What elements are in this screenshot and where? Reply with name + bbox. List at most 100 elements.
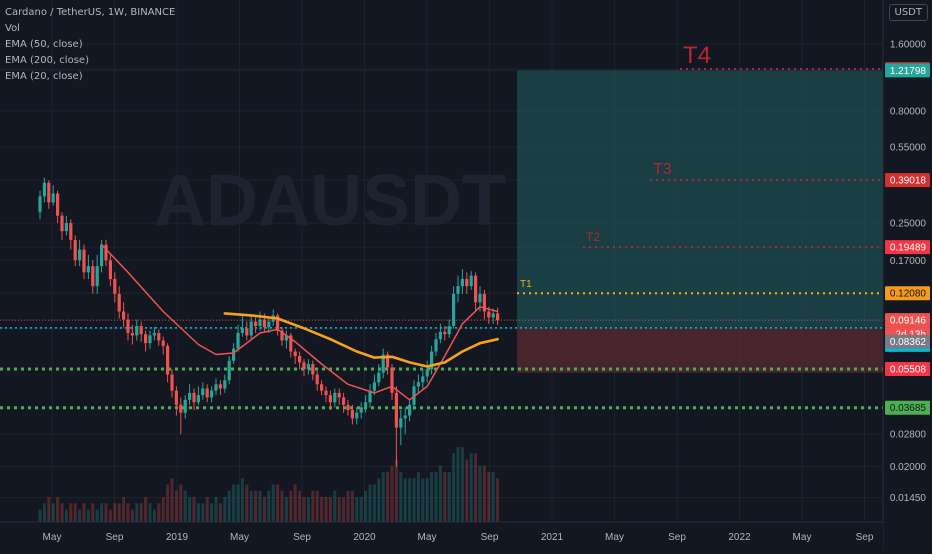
candle-body — [350, 409, 354, 419]
candle-body — [201, 388, 205, 396]
currency-button[interactable]: USDT — [888, 4, 928, 21]
candle-body — [381, 354, 385, 373]
candle-body — [91, 266, 95, 287]
volume-bar — [399, 472, 403, 522]
volume-bar — [280, 490, 284, 522]
long-position-profit-zone[interactable] — [517, 70, 883, 328]
candle-body — [311, 364, 315, 375]
volume-bar — [108, 509, 112, 522]
volume-bar — [443, 472, 447, 522]
volume-bar — [210, 503, 214, 522]
volume-bar — [311, 490, 315, 522]
volume-bar — [262, 497, 266, 522]
volume-bar — [170, 478, 174, 522]
price-label-0.03685: 0.03685 — [885, 400, 930, 415]
volume-bar — [465, 459, 469, 522]
volume-bar — [359, 497, 363, 522]
candle-body — [425, 369, 429, 377]
volume-bar — [152, 509, 156, 522]
candle-body — [64, 223, 68, 232]
volume-bar — [148, 503, 152, 522]
volume-bar — [130, 509, 134, 522]
candle-body — [377, 372, 381, 383]
volume-bar — [381, 472, 385, 522]
price-axis[interactable] — [883, 0, 932, 550]
volume-bar — [135, 503, 139, 522]
price-label-box — [885, 400, 930, 415]
candle-body — [474, 275, 478, 303]
x-tick-label: Sep — [106, 532, 124, 543]
volume-bar — [249, 490, 253, 522]
candle-body — [104, 244, 108, 261]
candle-body — [298, 356, 302, 363]
candle-body — [447, 326, 451, 335]
candle-body — [227, 360, 231, 381]
volume-bar — [456, 447, 460, 522]
candle-body — [306, 364, 310, 370]
ema-20-line[interactable] — [100, 243, 499, 401]
indicator-legend: Cardano / TetherUS, 1W, BINANCE Vol EMA … — [5, 5, 175, 85]
volume-bar — [425, 478, 429, 522]
volume-bar — [491, 472, 495, 522]
candle-body — [42, 182, 46, 197]
candle-body — [315, 374, 319, 385]
candle-body — [438, 331, 442, 340]
volume-bar — [355, 497, 359, 522]
x-tick-label: May — [605, 532, 624, 543]
price-label-text: 0.08362 — [890, 337, 927, 348]
candle-body — [236, 332, 240, 349]
legend-ema-50[interactable]: EMA (50, close) — [5, 39, 83, 50]
y-tick-label: 0.80000 — [890, 106, 927, 117]
candle-body — [130, 332, 134, 336]
legend-symbol[interactable]: Cardano / TetherUS, 1W, BINANCE — [5, 7, 176, 18]
volume-bar — [157, 503, 161, 522]
volume-bar — [302, 497, 306, 522]
target-label-t1: T1 — [520, 279, 532, 290]
candle-body — [487, 311, 491, 318]
time-axis[interactable] — [0, 522, 883, 550]
candle-body — [320, 384, 324, 391]
price-label-box — [885, 361, 930, 376]
candle-body — [482, 293, 486, 312]
ema-50-line[interactable] — [223, 312, 499, 368]
volume-bar — [188, 497, 192, 522]
target-label-t4: T4 — [683, 42, 711, 69]
candle-body — [293, 351, 297, 357]
candle-body — [174, 390, 178, 405]
legend-ema-200[interactable]: EMA (200, close) — [5, 55, 89, 66]
candle-body — [289, 335, 293, 352]
volume-bar — [196, 503, 200, 522]
candle-body — [51, 193, 55, 203]
candle-body — [108, 260, 112, 280]
price-label-text: 0.09146 — [890, 316, 927, 327]
price-label-1.21798: 1.21798 — [885, 63, 930, 78]
volume-bar — [117, 503, 121, 522]
candle-body — [491, 313, 495, 318]
volume-bar — [56, 497, 60, 522]
volume-bar — [368, 484, 372, 522]
volume-bar — [240, 478, 244, 522]
candle-body — [113, 279, 117, 294]
volume-bar — [245, 484, 249, 522]
legend-ema-20[interactable]: EMA (20, close) — [5, 71, 83, 82]
candle-body — [302, 362, 306, 370]
volume-bar — [86, 509, 90, 522]
long-position-stop-zone[interactable] — [517, 327, 883, 373]
volume-bar — [161, 497, 165, 522]
volume-bar — [214, 497, 218, 522]
legend-volume[interactable]: Vol — [5, 23, 20, 34]
candle-body — [95, 266, 99, 287]
candle-body — [355, 412, 359, 419]
y-tick-label: 0.02000 — [890, 462, 927, 473]
price-label-box — [885, 240, 930, 255]
x-tick-label: 2022 — [728, 532, 751, 543]
volume-bar — [421, 478, 425, 522]
candle-body — [117, 293, 121, 312]
volume-bar — [478, 465, 482, 522]
candle-body — [258, 319, 262, 327]
volume-bar — [324, 497, 328, 522]
volume-bar — [271, 484, 275, 522]
volume-bar — [174, 490, 178, 522]
